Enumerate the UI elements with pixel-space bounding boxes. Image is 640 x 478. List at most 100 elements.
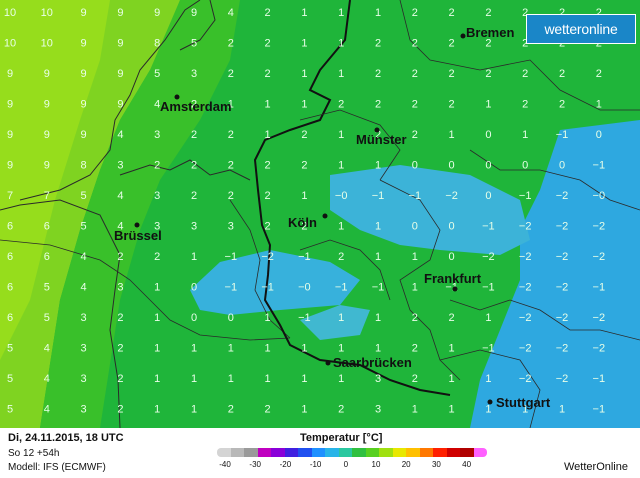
city-label: Frankfurt [424,271,482,286]
temperature-value: 2 [154,160,160,172]
temperature-value: 1 [265,312,271,324]
forecast-run: So 12 +54h [8,448,60,459]
temperature-value: 1 [338,312,344,324]
temperature-value: 5 [7,373,13,385]
temperature-value: 4 [117,221,123,233]
temperature-value: 2 [265,190,271,202]
temperature-value: 2 [117,373,123,385]
temperature-value: 9 [117,38,123,50]
temperature-value: −2 [556,221,569,233]
temperature-value: 9 [154,7,160,19]
mild-zone [40,0,240,428]
temperature-value: −1 [261,282,274,294]
temperature-value: 1 [301,190,307,202]
temperature-value: 2 [485,38,491,50]
temperature-value: −2 [519,221,532,233]
temperature-value: 1 [485,312,491,324]
temperature-value: 9 [81,68,87,80]
temperature-value: −2 [556,373,569,385]
state-border-nrw [299,109,401,181]
color-scale-swatch [460,448,474,457]
temperature-value: 1 [338,343,344,355]
temperature-value: 2 [412,68,418,80]
temperature-value: 7 [7,190,13,202]
color-scale-swatch [311,448,325,457]
temperature-value: 2 [301,160,307,172]
temperature-value: −2 [519,251,532,263]
city-label: Brüssel [114,228,162,243]
temperature-value: 9 [7,99,13,111]
state-border-hesse [379,179,461,381]
temperature-value: 5 [191,38,197,50]
temperature-value: −2 [556,251,569,263]
temperature-value: 1 [301,38,307,50]
temperature-value: 2 [522,38,528,50]
temperature-value: 2 [228,404,234,416]
temperature-value: 5 [44,312,50,324]
city-dot [452,286,458,292]
temperature-value: 1 [596,99,602,111]
color-scale-tick: -30 [249,460,261,469]
temperature-value: 1 [412,404,418,416]
temperature-value: 1 [228,343,234,355]
temperature-value: 1 [375,221,381,233]
city-dot [174,94,180,100]
temperature-value: 2 [449,38,455,50]
temperature-value: −2 [593,343,606,355]
temperature-value: −2 [593,312,606,324]
temperature-value: 1 [449,373,455,385]
temperature-value: −1 [593,373,606,385]
german-border [253,0,451,396]
temperature-value: 1 [485,373,491,385]
temperature-value: −2 [519,312,532,324]
temperature-value: 10 [41,7,53,19]
forecast-model: Modell: IFS (ECMWF) [8,462,106,473]
temperature-value: 2 [559,99,565,111]
temperature-value: 9 [81,7,87,19]
temperature-value: −1 [372,190,385,202]
temperature-value: 1 [338,221,344,233]
temperature-value: 10 [4,38,16,50]
temperature-value: 1 [301,68,307,80]
temperature-value: 2 [265,38,271,50]
temperature-value: 2 [191,99,197,111]
temperature-value: 2 [412,129,418,141]
temperature-value: −2 [261,251,274,263]
temperature-value: 2 [301,221,307,233]
temperature-value: 1 [191,373,197,385]
city-dot [134,222,140,228]
temperature-value: 1 [449,404,455,416]
temperature-value: 5 [81,221,87,233]
temperature-value: −1 [593,282,606,294]
temperature-value: 1 [338,373,344,385]
temperature-value: 2 [265,221,271,233]
temperature-value: 2 [412,7,418,19]
map-canvas: 1010999942111222222101099852211222222299… [0,0,640,428]
brand-label: WetterOnline [564,461,628,473]
temperature-value: 2 [117,312,123,324]
color-scale-tick: -20 [279,460,292,469]
temperature-value: 5 [154,68,160,80]
temperature-value: 1 [338,68,344,80]
temperature-value: 3 [228,221,234,233]
temperature-value: −0 [298,282,311,294]
temperature-value: 2 [485,7,491,19]
temperature-value: 4 [81,251,87,263]
temperature-value: −0 [335,190,348,202]
temperature-value: 1 [301,404,307,416]
temperature-value: −1 [298,312,311,324]
temperature-value: −2 [593,221,606,233]
temperature-value: 9 [7,129,13,141]
color-scale-swatch [392,448,406,457]
temperature-value: 2 [412,99,418,111]
color-scale-tick: 10 [371,460,381,469]
color-scale-swatch [298,448,312,457]
temperature-value: −1 [409,190,422,202]
temperature-value: 0 [191,312,197,324]
temperature-value: 1 [191,343,197,355]
temperature-value: 0 [449,251,455,263]
temperature-value: 2 [375,68,381,80]
temperature-value: 6 [7,282,13,294]
temperature-value-grid: 1010999942111222222101099852211222222299… [4,7,605,416]
temperature-value: 0 [559,160,565,172]
